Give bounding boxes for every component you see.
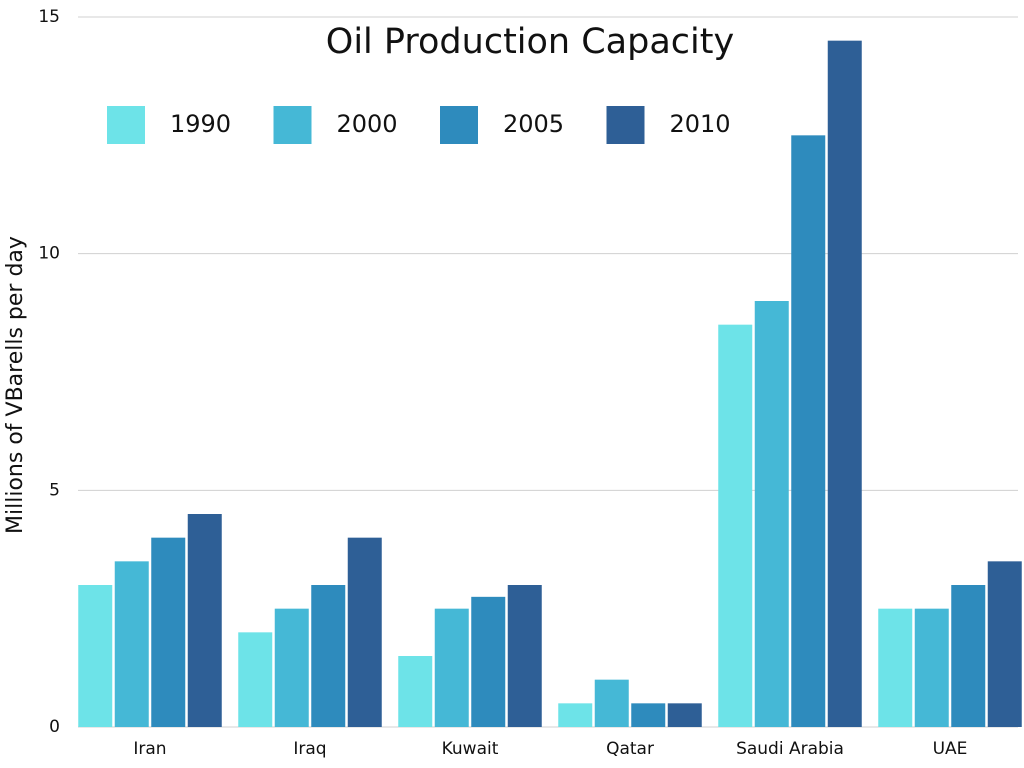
x-tick-label: Saudi Arabia bbox=[736, 739, 844, 759]
y-axis-title: Millions of VBarells per day bbox=[3, 236, 28, 534]
legend-swatch bbox=[273, 106, 312, 144]
legend-label: 1990 bbox=[170, 110, 231, 138]
x-tick-label: Iran bbox=[133, 739, 166, 759]
bar bbox=[114, 561, 149, 727]
legend-swatch bbox=[606, 106, 645, 144]
bar bbox=[594, 679, 629, 727]
bar bbox=[347, 537, 382, 727]
bar bbox=[667, 703, 702, 727]
bar bbox=[78, 585, 113, 727]
bar bbox=[398, 656, 433, 727]
legend-label: 2005 bbox=[503, 110, 564, 138]
bar bbox=[507, 585, 542, 727]
legend-swatch bbox=[440, 106, 478, 144]
x-tick-label: Iraq bbox=[293, 739, 326, 759]
y-tick-label: 0 bbox=[49, 717, 60, 737]
legend-swatch bbox=[107, 106, 145, 144]
bar bbox=[951, 585, 986, 727]
bar bbox=[987, 561, 1022, 727]
y-tick-label: 5 bbox=[49, 480, 60, 500]
bar bbox=[914, 608, 949, 727]
x-tick-label: Qatar bbox=[606, 739, 654, 759]
bar bbox=[827, 40, 862, 727]
bar bbox=[311, 585, 346, 727]
y-tick-label: 15 bbox=[38, 7, 60, 27]
legend-label: 2010 bbox=[670, 110, 731, 138]
bar bbox=[631, 703, 666, 727]
bar bbox=[187, 514, 222, 727]
bar bbox=[878, 608, 913, 727]
chart-title: Oil Production Capacity bbox=[326, 22, 734, 62]
bar bbox=[274, 608, 309, 727]
bar bbox=[434, 608, 469, 727]
x-tick-label: UAE bbox=[933, 739, 968, 759]
bar bbox=[718, 324, 753, 727]
y-tick-label: 10 bbox=[38, 244, 60, 264]
bar bbox=[471, 596, 506, 727]
bar bbox=[754, 301, 789, 727]
bar bbox=[791, 135, 826, 728]
legend-label: 2000 bbox=[337, 110, 398, 138]
bar bbox=[151, 537, 186, 727]
bar bbox=[558, 703, 593, 727]
x-tick-label: Kuwait bbox=[442, 739, 499, 759]
bar bbox=[238, 632, 273, 727]
